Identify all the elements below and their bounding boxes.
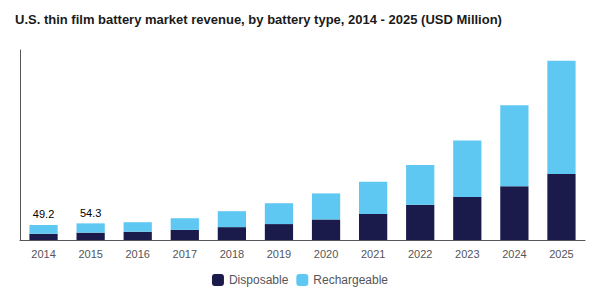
svg-text:2015: 2015 [78,248,102,260]
svg-text:Disposable: Disposable [229,273,289,287]
svg-text:2019: 2019 [267,248,291,260]
svg-text:2024: 2024 [502,248,526,260]
svg-text:2020: 2020 [314,248,338,260]
svg-text:2017: 2017 [173,248,197,260]
svg-text:2025: 2025 [549,248,573,260]
svg-text:49.2: 49.2 [33,208,54,220]
svg-text:2014: 2014 [31,248,55,260]
svg-text:2022: 2022 [408,248,432,260]
svg-text:2018: 2018 [220,248,244,260]
svg-text:2021: 2021 [361,248,385,260]
svg-text:U.S. thin film battery market: U.S. thin film battery market revenue, b… [15,12,502,27]
svg-text:Rechargeable: Rechargeable [313,273,388,287]
svg-text:54.3: 54.3 [80,207,101,219]
svg-text:2016: 2016 [125,248,149,260]
svg-text:2023: 2023 [455,248,479,260]
